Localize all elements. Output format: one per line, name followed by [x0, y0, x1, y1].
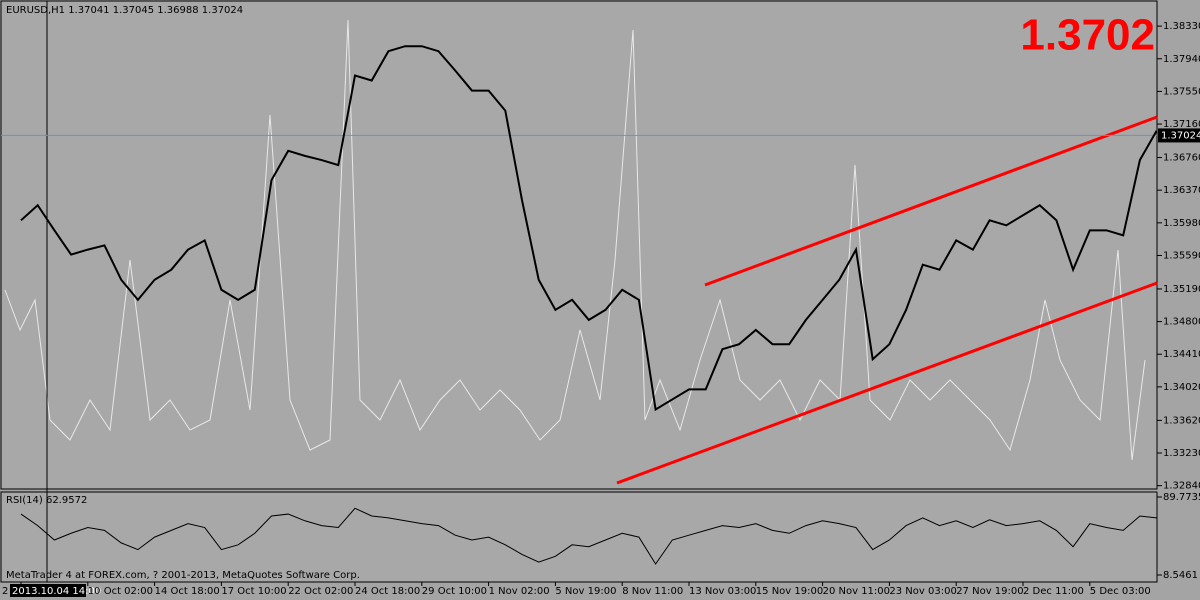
x-tick-label: 20 Nov 11:00 [823, 586, 890, 597]
y-tick-label: 1.38330 [1163, 21, 1200, 32]
y-tick-label: 1.32840 [1163, 481, 1200, 492]
volatility-indicator [4, 19, 1146, 461]
x-tick-label: 22 Oct 02:00 [288, 586, 353, 597]
lower-trendline [616, 281, 1158, 485]
chart-header: EURUSD,H1 1.37041 1.37045 1.36988 1.3702… [6, 5, 243, 16]
y-tick-label: 1.35980 [1163, 218, 1200, 229]
x-tick-label: 10 Oct 02:00 [88, 586, 153, 597]
last-price-box [1158, 128, 1200, 143]
crosshair-date-box [10, 584, 86, 597]
x-tick-label: 8 Nov 11:00 [622, 586, 683, 597]
y-tick-label: 89.7735 [1163, 492, 1200, 503]
rsi-panel [0, 491, 1158, 583]
x-cut-label: 2 [2, 586, 8, 597]
footer-text: MetaTrader 4 at FOREX.com, ? 2001-2013, … [6, 570, 360, 581]
y-tick-label: 1.37550 [1163, 86, 1200, 97]
y-tick-label: 1.33230 [1163, 448, 1200, 459]
x-tick-label: 2 Dec 11:00 [1023, 586, 1084, 597]
x-tick-label: 24 Oct 18:00 [355, 586, 420, 597]
upper-trendline [704, 115, 1158, 287]
y-tick-label: 1.35190 [1163, 284, 1200, 295]
y-tick-label: 1.35590 [1163, 250, 1200, 261]
x-tick-label: 15 Nov 19:00 [756, 586, 823, 597]
x-tick-label: 1 Nov 02:00 [489, 586, 550, 597]
y-tick-label: 1.34410 [1163, 349, 1200, 360]
x-tick-label: 23 Nov 03:00 [889, 586, 956, 597]
last-price-label: 1.37024 [1161, 130, 1200, 141]
price-line [20, 45, 1158, 412]
main-panel [0, 0, 1158, 490]
y-tick-label: 1.34800 [1163, 317, 1200, 328]
y-tick-label: 1.33620 [1163, 415, 1200, 426]
y-tick-label: 8.5461 [1163, 570, 1198, 581]
y-tick-label: 1.37940 [1163, 54, 1200, 65]
y-tick-label: 1.36370 [1163, 185, 1200, 196]
x-tick-label: 29 Oct 10:00 [422, 586, 487, 597]
x-tick-label: 14 Oct 18:00 [155, 586, 220, 597]
x-tick-label: 2013.10.04 14:00 [12, 586, 101, 597]
rsi-title: RSI(14) 62.9572 [6, 495, 87, 506]
x-tick-label: 27 Nov 19:00 [956, 586, 1023, 597]
price-line [20, 507, 1157, 565]
y-tick-label: 1.36760 [1163, 153, 1200, 164]
y-tick-label: 1.34020 [1163, 382, 1200, 393]
y-tick-label: 1.37160 [1163, 119, 1200, 130]
x-tick-label: 5 Nov 19:00 [555, 586, 616, 597]
big-price: 1.3702 [1020, 11, 1155, 60]
x-tick-label: 5 Dec 03:00 [1090, 586, 1151, 597]
x-tick-label: 17 Oct 10:00 [221, 586, 286, 597]
x-tick-label: 13 Nov 03:00 [689, 586, 756, 597]
